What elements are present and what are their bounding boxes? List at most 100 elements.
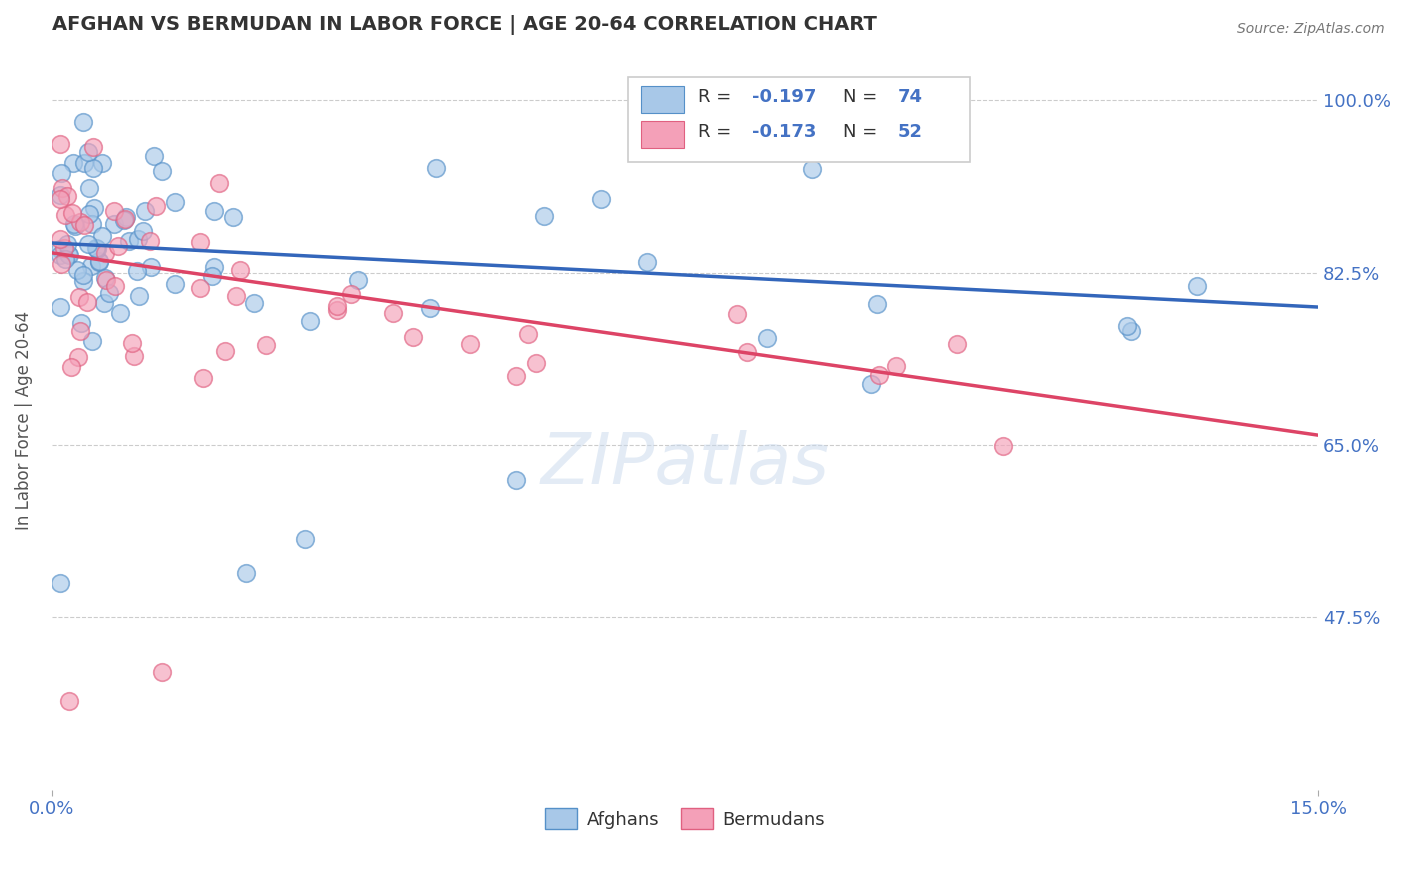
Point [73, 219, 96, 233]
Point [90, 155, 112, 169]
Point [868, 368, 890, 382]
Point [77, 236, 100, 251]
Point [49, 256, 72, 270]
Point [458, 337, 481, 351]
Point [72, 274, 94, 288]
Point [103, 203, 125, 218]
Point [188, 235, 211, 249]
Point [134, 204, 156, 219]
Point [49, 232, 72, 246]
Point [56, 247, 79, 261]
Point [90, 228, 112, 243]
Point [62, 217, 84, 231]
Text: N =: N = [844, 88, 883, 106]
Point [235, 566, 257, 581]
Point [229, 263, 252, 277]
Text: ZIPatlas: ZIPatlas [540, 430, 830, 500]
Point [76, 145, 98, 159]
Point [83, 202, 105, 216]
Point [866, 297, 889, 311]
Point [58, 694, 80, 708]
Point [72, 115, 94, 129]
Point [115, 210, 138, 224]
Point [201, 268, 224, 283]
Point [49, 192, 72, 206]
Point [94, 270, 117, 285]
Text: AFGHAN VS BERMUDAN IN LABOR FORCE | AGE 20-64 CORRELATION CHART: AFGHAN VS BERMUDAN IN LABOR FORCE | AGE … [52, 15, 876, 35]
Text: 74: 74 [897, 88, 922, 106]
Point [1185, 278, 1208, 293]
Point [62, 156, 84, 170]
Point [51, 166, 73, 180]
Point [325, 303, 347, 318]
Point [138, 234, 160, 248]
Point [66, 350, 89, 364]
Point [132, 224, 155, 238]
Point [127, 232, 149, 246]
Point [49, 576, 72, 591]
Point [112, 213, 135, 227]
Point [122, 349, 145, 363]
Point [419, 301, 441, 315]
Point [139, 260, 162, 274]
Point [128, 288, 150, 302]
Point [382, 305, 405, 319]
Point [505, 369, 527, 384]
Point [121, 335, 143, 350]
Point [80, 259, 103, 273]
Point [82, 334, 104, 349]
Point [67, 290, 90, 304]
FancyBboxPatch shape [628, 77, 970, 161]
Point [55, 208, 77, 222]
Point [125, 263, 148, 277]
Point [51, 181, 73, 195]
Point [49, 242, 72, 256]
Text: R =: R = [697, 88, 737, 106]
Point [326, 299, 349, 313]
Point [636, 254, 658, 268]
Point [221, 210, 243, 224]
Point [63, 219, 86, 234]
Text: -0.173: -0.173 [752, 123, 817, 141]
Point [94, 245, 117, 260]
Point [108, 306, 131, 320]
Point [755, 330, 778, 344]
Point [254, 338, 277, 352]
Point [56, 189, 79, 203]
Point [58, 247, 80, 261]
Point [53, 252, 76, 267]
Point [163, 195, 186, 210]
Point [72, 268, 94, 283]
Y-axis label: In Labor Force | Age 20-64: In Labor Force | Age 20-64 [15, 310, 32, 530]
Text: Source: ZipAtlas.com: Source: ZipAtlas.com [1237, 22, 1385, 37]
Point [66, 263, 89, 277]
Point [191, 371, 214, 385]
Legend: Afghans, Bermudans: Afghans, Bermudans [537, 801, 832, 837]
Point [70, 316, 93, 330]
Text: R =: R = [697, 123, 737, 141]
Point [104, 279, 127, 293]
Point [202, 260, 225, 275]
Point [425, 161, 447, 175]
Point [103, 217, 125, 231]
Point [49, 188, 72, 202]
Point [56, 237, 79, 252]
Point [150, 665, 173, 679]
Text: 52: 52 [897, 123, 922, 141]
Point [84, 241, 107, 255]
Point [96, 273, 118, 287]
Point [87, 253, 110, 268]
Point [69, 215, 91, 229]
Point [517, 326, 540, 341]
Point [107, 239, 129, 253]
Point [79, 207, 101, 221]
Point [143, 149, 166, 163]
Point [1121, 324, 1143, 338]
Point [77, 180, 100, 194]
Point [340, 286, 363, 301]
Point [346, 272, 368, 286]
Point [59, 359, 82, 374]
Point [945, 337, 967, 351]
Point [991, 439, 1014, 453]
Point [725, 308, 748, 322]
